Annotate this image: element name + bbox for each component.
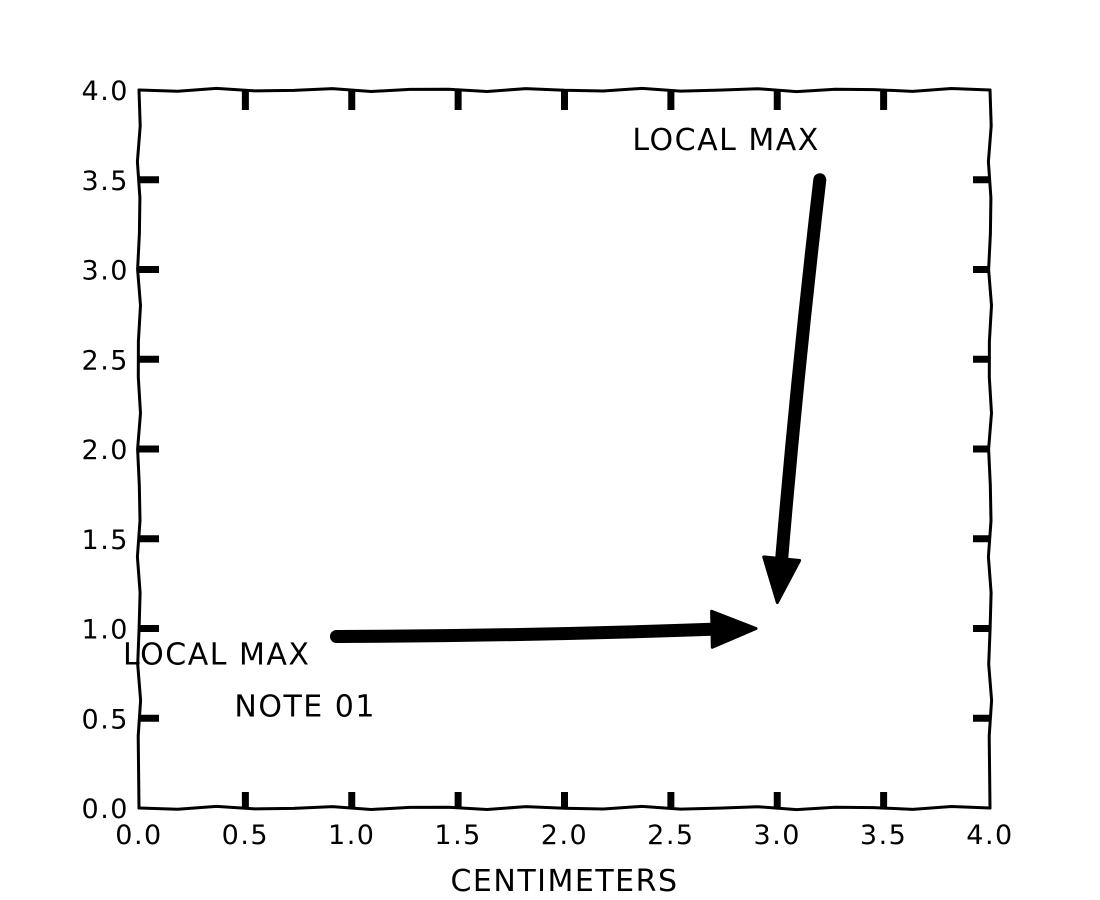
x-tick-label: 3.0: [754, 820, 801, 851]
x-tick-label: 2.5: [647, 820, 694, 851]
y-tick-label: 4.0: [82, 76, 129, 107]
y-tick-label: 3.0: [82, 256, 129, 287]
x-tick-label: 4.0: [966, 820, 1013, 851]
y-tick-label: 0.5: [82, 704, 129, 735]
annotation-arrow-horizontal: [329, 609, 758, 649]
annotations: LOCAL MAX LOCAL MAX NOTE 01: [123, 123, 827, 724]
x-tick-label: 2.0: [541, 820, 588, 851]
frame-left: [135, 88, 143, 810]
x-tick-label: 3.5: [860, 820, 907, 851]
y-tick-label: 1.5: [82, 525, 129, 556]
y-tick-label: 2.5: [82, 345, 129, 376]
frame-bottom: [137, 804, 992, 812]
y-tick-labels: 0.0 0.5 1.0 1.5 2.0 2.5 3.0 3.5 4.0: [82, 76, 129, 825]
x-tick-label: 0.5: [222, 820, 269, 851]
tick-marks: [139, 90, 990, 808]
x-tick-label: 1.5: [434, 820, 481, 851]
x-axis-label: CENTIMETERS: [450, 864, 678, 899]
y-tick-label: 0.0: [82, 794, 129, 825]
x-tick-label: 1.0: [328, 820, 375, 851]
annotation-label-top: LOCAL MAX: [632, 123, 819, 158]
x-tick-labels: 0.0 0.5 1.0 1.5 2.0 2.5 3.0 3.5 4.0: [115, 820, 1013, 851]
y-tick-label: 1.0: [82, 615, 129, 646]
annotation-arrow-vertical: [762, 173, 827, 604]
y-tick-label: 3.5: [82, 166, 129, 197]
y-tick-label: 2.0: [82, 435, 129, 466]
annotation-note: NOTE 01: [234, 689, 376, 724]
x-tick-label: 0.0: [115, 820, 162, 851]
annotation-label-left: LOCAL MAX: [123, 638, 310, 673]
